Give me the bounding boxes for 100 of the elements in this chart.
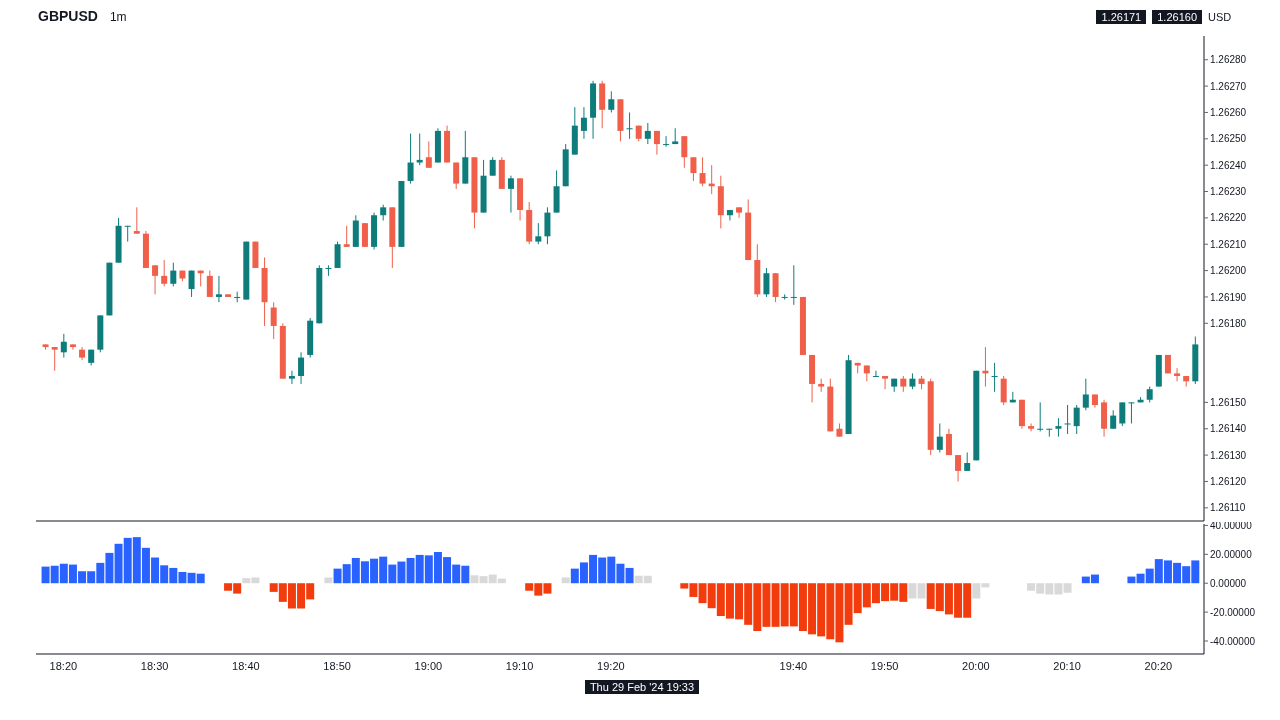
x-tick-label: 20:20 [1144, 659, 1173, 672]
candlestick [334, 241, 341, 269]
y-tick-label: 1.26220 [1210, 212, 1247, 224]
candlestick [1128, 401, 1135, 424]
candlestick [726, 209, 733, 222]
candlestick [133, 206, 140, 235]
candlestick [361, 222, 368, 248]
candlestick [325, 264, 332, 277]
candlestick [580, 106, 587, 140]
x-tick-label: 18:40 [232, 659, 260, 672]
candlestick [1110, 409, 1117, 430]
x-tick-label: 18:20 [49, 659, 78, 672]
x-tick-label: 19:10 [505, 659, 534, 672]
candlestick [964, 451, 971, 472]
text: Thu 29 Feb '24 19:33 [584, 680, 700, 694]
candlestick [544, 206, 551, 245]
y-tick-label: 1.26210 [1210, 238, 1247, 250]
y-tick-label: 1.26260 [1210, 106, 1247, 118]
candlestick [1174, 367, 1181, 382]
candlestick [936, 422, 943, 453]
candlestick [416, 133, 423, 166]
candlestick [298, 351, 305, 385]
candlestick [206, 270, 213, 298]
candlestick [781, 293, 788, 301]
x-tick-label: 19:40 [779, 659, 808, 672]
bar [324, 577, 333, 584]
candlestick [1055, 417, 1062, 438]
y-tick-label: 1.26200 [1210, 265, 1247, 277]
text: 1.26171 [1096, 10, 1147, 24]
x-tick-label: 18:50 [323, 659, 351, 672]
candlestick [608, 90, 615, 113]
bar [1127, 576, 1136, 584]
candlestick [124, 225, 131, 243]
y-tick-label: 1.26240 [1210, 159, 1247, 171]
y-tick-label: 0.00000 [1210, 577, 1247, 589]
candlestick [1000, 375, 1007, 406]
y-tick-label: 1.26190 [1210, 291, 1247, 303]
bar [470, 575, 479, 584]
candlestick [790, 264, 797, 306]
candlestick [626, 111, 633, 140]
x-tick-label: 20:10 [1053, 659, 1081, 672]
x-tick-label: 19:50 [870, 659, 899, 672]
y-tick-label: 40.00000 [1210, 519, 1253, 531]
candlestick [152, 264, 159, 295]
candlestick [991, 362, 998, 393]
y-tick-label: 1.26120 [1210, 476, 1247, 488]
candlestick [1082, 378, 1089, 411]
candlestick [736, 206, 743, 219]
candlestick [69, 343, 76, 351]
candlestick [60, 333, 67, 359]
y-tick-label: 1.26130 [1210, 449, 1247, 461]
y-tick-label: 1.26110 [1210, 502, 1246, 514]
candlestick [270, 301, 277, 340]
candlestick [1037, 401, 1044, 432]
candlestick [681, 135, 688, 169]
x-tick-label: 19:00 [414, 659, 443, 672]
candlestick [690, 156, 697, 182]
candlestick [453, 162, 460, 190]
candlestick [215, 275, 222, 303]
candlestick [955, 454, 962, 482]
y-tick-label: 1.26180 [1210, 317, 1247, 329]
candlestick [882, 375, 889, 390]
candlestick [535, 222, 542, 245]
chart-subtitle: 1m [109, 10, 127, 24]
candlestick [507, 175, 514, 214]
bar [1063, 583, 1072, 593]
bar [561, 577, 570, 584]
y-tick-label: 1.26250 [1210, 133, 1247, 145]
y-tick-label: 1.26280 [1210, 54, 1247, 66]
candlestick [343, 225, 350, 248]
candlestick [1064, 404, 1071, 435]
y-tick-label: -20.00000 [1210, 606, 1256, 618]
candlestick [1119, 401, 1126, 427]
text: 1.26160 [1152, 10, 1202, 24]
candlestick [644, 122, 651, 145]
bar [917, 583, 926, 599]
x-tick-label: 20:00 [962, 659, 990, 672]
candlestick [699, 156, 706, 187]
candlestick [872, 370, 879, 378]
y-tick-label: -40.00000 [1210, 635, 1256, 647]
candlestick [51, 346, 58, 372]
candlestick [945, 428, 952, 456]
y-tick-label: 20.00000 [1210, 548, 1253, 560]
candlestick [425, 140, 432, 169]
candlestick [407, 133, 414, 185]
candlestick [188, 270, 195, 298]
bar [908, 583, 917, 599]
y-tick-label: 1.26270 [1210, 80, 1247, 92]
y-tick-label: 1.26150 [1210, 396, 1247, 408]
y-axis-title: USD [1207, 11, 1233, 23]
candlestick [288, 370, 295, 385]
candlestick [489, 156, 496, 177]
y-tick-label: 1.26230 [1210, 186, 1247, 198]
bar [625, 567, 634, 584]
candlestick [1028, 422, 1035, 432]
candlestick [170, 262, 177, 287]
x-tick-label: 19:20 [597, 659, 625, 672]
chart-title: GBPUSD [38, 8, 98, 24]
candlestick [772, 272, 779, 303]
candlestick [663, 135, 670, 148]
